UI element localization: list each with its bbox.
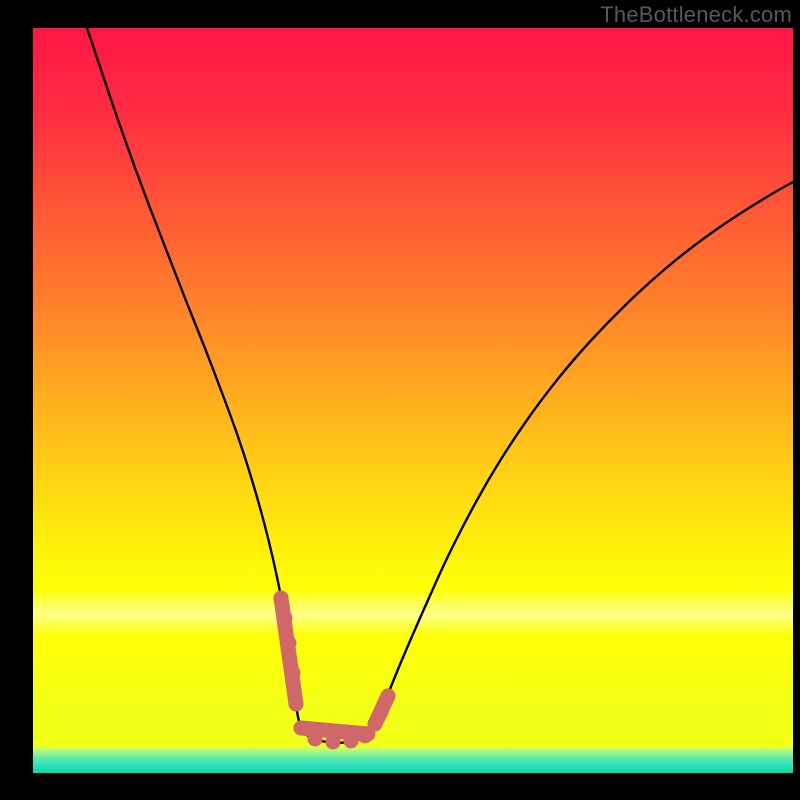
marker-dot <box>308 732 323 747</box>
marker-dot <box>344 734 359 749</box>
marker-dot <box>381 689 396 704</box>
marker-dot <box>294 721 309 736</box>
plot-area <box>33 28 793 773</box>
marker-dot <box>326 735 341 750</box>
chart-svg <box>33 28 793 773</box>
marker-dot <box>374 705 389 720</box>
watermark-text: TheBottleneck.com <box>600 2 792 28</box>
marker-dot <box>358 729 373 744</box>
marker-dot <box>282 636 297 651</box>
marker-dot <box>274 591 289 606</box>
curve-right-branch <box>339 182 793 743</box>
curve-left-branch <box>87 28 339 743</box>
marker-dot <box>278 611 293 626</box>
marker-dot <box>289 697 304 712</box>
marker-dot <box>286 666 301 681</box>
